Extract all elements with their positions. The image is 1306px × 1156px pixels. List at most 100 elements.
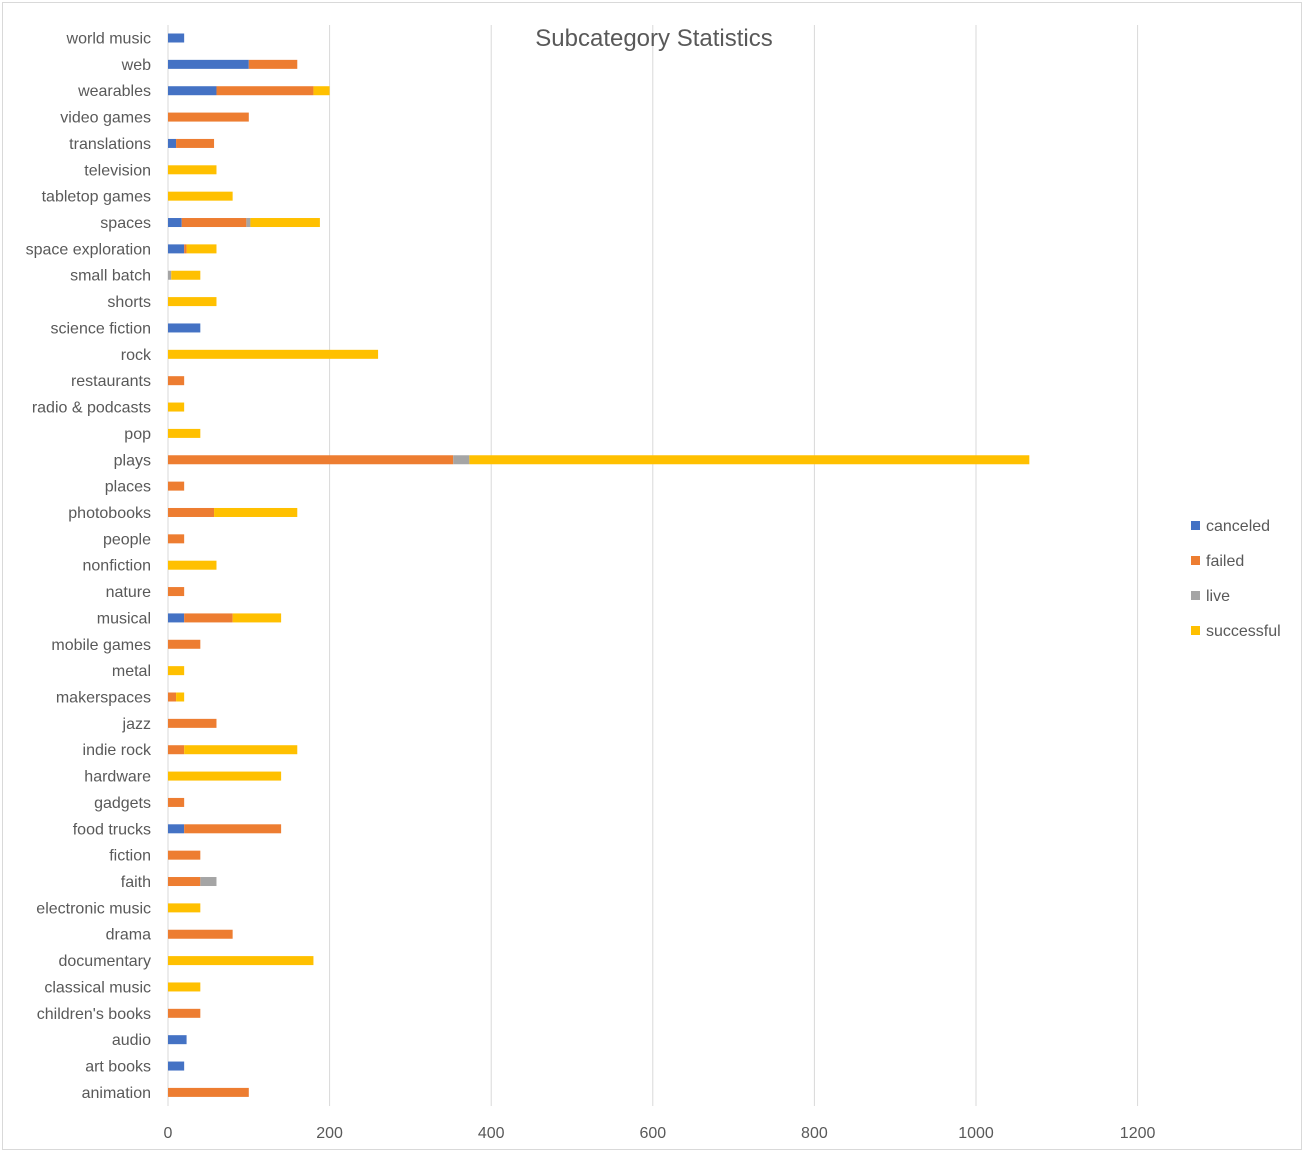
legend-swatch-successful — [1191, 626, 1200, 635]
category-label: hardware — [84, 769, 151, 786]
bar-live — [200, 877, 217, 887]
category-label: small batch — [70, 268, 151, 285]
category-label: space exploration — [26, 241, 151, 258]
bar-canceled — [168, 824, 185, 834]
category-label: restaurants — [71, 373, 151, 390]
bar-canceled — [168, 613, 185, 623]
bar-successful — [184, 745, 298, 755]
category-label: food trucks — [73, 821, 151, 838]
bar-failed — [168, 639, 201, 649]
category-label: nature — [106, 584, 151, 601]
bar-successful — [232, 613, 282, 623]
category-label: documentary — [59, 953, 152, 970]
bar-live — [246, 218, 251, 228]
bar-successful — [168, 560, 217, 570]
bar-failed — [168, 1087, 249, 1097]
bar-failed — [248, 59, 298, 69]
category-label: musical — [97, 610, 151, 627]
category-label: rock — [121, 347, 152, 364]
bar-canceled — [168, 33, 185, 43]
bar-successful — [186, 244, 217, 254]
bar-successful — [168, 666, 185, 676]
category-label: pop — [124, 426, 151, 443]
bar-failed — [168, 850, 201, 860]
x-tick-label-1200: 1200 — [1120, 1125, 1156, 1142]
category-label: gadgets — [94, 795, 151, 812]
bar-failed — [168, 587, 185, 597]
x-tick-label-600: 600 — [639, 1125, 666, 1142]
bar-failed — [181, 218, 247, 228]
category-label: science fiction — [51, 320, 152, 337]
bar-failed — [184, 244, 187, 254]
category-label: shorts — [107, 294, 151, 311]
grid-lines — [167, 25, 1139, 1106]
category-label: people — [103, 531, 151, 548]
legend-label-live: live — [1206, 588, 1230, 605]
category-label: web — [121, 57, 151, 74]
category-label: television — [84, 162, 151, 179]
category-label: makerspaces — [56, 690, 151, 707]
category-label: radio & podcasts — [32, 400, 151, 417]
bar-failed — [168, 929, 233, 939]
bar-failed — [168, 1008, 201, 1018]
category-label: photobooks — [68, 505, 151, 522]
bar-live — [453, 455, 470, 465]
category-label: nonfiction — [83, 558, 152, 575]
bar-successful — [168, 982, 201, 992]
x-tick-label-1000: 1000 — [958, 1125, 994, 1142]
subcategory-chart: world music web wearables video games transl… — [26, 25, 1281, 1142]
bar-failed — [168, 534, 185, 544]
bar-failed — [168, 692, 177, 702]
category-label: animation — [82, 1085, 151, 1102]
x-tick-label-400: 400 — [478, 1125, 505, 1142]
legend-swatch-failed — [1191, 556, 1200, 565]
bar-failed — [168, 376, 185, 386]
bar-canceled — [168, 218, 182, 228]
category-label: video games — [60, 110, 151, 127]
category-label: tabletop games — [42, 189, 151, 206]
legend: canceled failed live successful — [1191, 518, 1281, 640]
category-label: children's books — [37, 1006, 151, 1023]
bar-successful — [214, 507, 298, 517]
category-label: translations — [69, 136, 151, 153]
bar-successful — [250, 218, 320, 228]
bar-failed — [168, 455, 454, 465]
bar-failed — [168, 507, 215, 517]
x-tick-label-200: 200 — [316, 1125, 343, 1142]
bar-failed — [168, 877, 201, 887]
bar-failed — [168, 112, 249, 122]
bar-canceled — [168, 1061, 185, 1071]
legend-label-successful: successful — [1206, 623, 1281, 640]
bar-failed — [176, 138, 215, 148]
bar-successful — [469, 455, 1030, 465]
bar-failed — [184, 613, 233, 623]
category-label: places — [105, 479, 151, 496]
category-labels: world music web wearables video games transl… — [26, 31, 152, 1102]
category-label: jazz — [122, 716, 151, 733]
category-label: fiction — [109, 848, 151, 865]
category-label: plays — [114, 452, 151, 469]
category-label: electronic music — [36, 900, 151, 917]
category-label: spaces — [100, 215, 151, 232]
bar-successful — [168, 349, 379, 359]
bar-canceled — [168, 59, 249, 69]
bar-successful — [168, 191, 233, 201]
x-tick-label-800: 800 — [801, 1125, 828, 1142]
bar-failed — [184, 824, 282, 834]
category-label: metal — [112, 663, 151, 680]
category-label: art books — [85, 1059, 151, 1076]
category-label: audio — [112, 1032, 151, 1049]
bar-successful — [168, 771, 282, 781]
category-label: classical music — [44, 979, 151, 996]
x-tick-label-0: 0 — [164, 1125, 173, 1142]
bar-canceled — [168, 1035, 187, 1045]
bar-successful — [168, 903, 201, 913]
bar-canceled — [168, 86, 217, 96]
x-axis-ticks: 0 200 400 600 800 1000 1200 — [164, 1125, 1156, 1142]
bar-successful — [176, 692, 185, 702]
bar-successful — [168, 956, 314, 966]
bar-successful — [168, 402, 185, 412]
chart-title: Subcategory Statistics — [535, 25, 772, 52]
legend-swatch-live — [1191, 591, 1200, 600]
